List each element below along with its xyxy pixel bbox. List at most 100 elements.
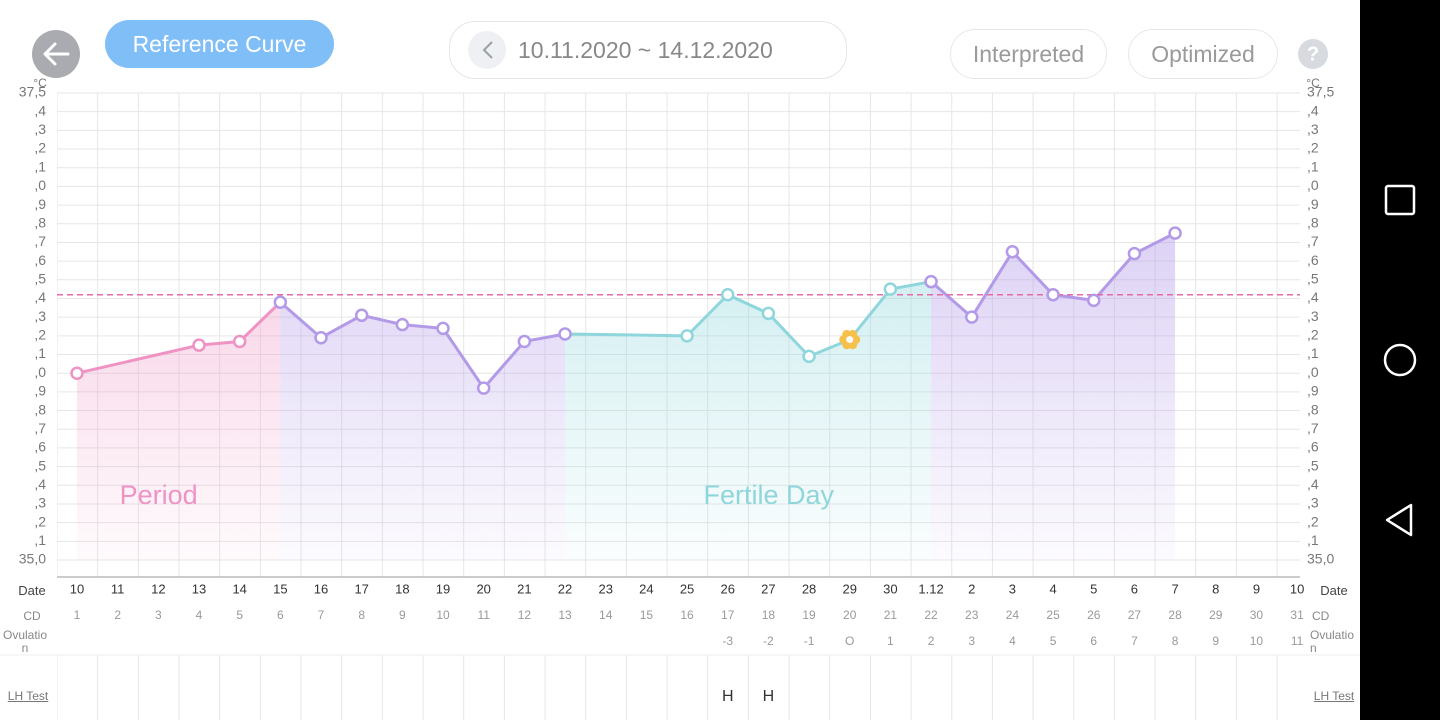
- area-segment: [280, 302, 322, 560]
- cd-label: 16: [680, 608, 694, 622]
- date-label: 22: [558, 581, 572, 596]
- ovulation-day-label: 10: [1250, 634, 1264, 648]
- lh-test-result: H: [763, 688, 775, 705]
- y-tick-label-right: ,8: [1307, 214, 1319, 230]
- area-segment: [361, 315, 403, 560]
- range-icon: [482, 41, 493, 59]
- home-button[interactable]: [1383, 343, 1417, 377]
- point: [192, 338, 206, 352]
- point: [680, 329, 694, 343]
- back-nav-button[interactable]: [1385, 503, 1413, 537]
- cd-label: 15: [640, 608, 654, 622]
- area-segment: [849, 289, 891, 560]
- date-range-selector[interactable]: 10.11.2020 ~ 14.12.2020: [449, 21, 847, 79]
- ovulation-day-label: 11: [1291, 634, 1304, 648]
- ovulation-marker: [839, 329, 861, 350]
- lh-test-link[interactable]: LH Test: [1313, 689, 1355, 703]
- ovulation-day-label: O: [845, 634, 854, 648]
- date-row-label: Date: [18, 583, 46, 598]
- date-label: 10: [70, 581, 84, 596]
- lh-test-result: H: [722, 688, 734, 705]
- y-tick-label: ,2: [34, 327, 46, 343]
- point: [720, 287, 735, 302]
- ovulation-day-label: -2: [763, 634, 774, 648]
- recent-apps-button[interactable]: [1384, 184, 1416, 216]
- y-tick-label-right: ,3: [1307, 308, 1319, 324]
- y-tick-label-right: ,9: [1307, 383, 1319, 399]
- point: [232, 334, 247, 349]
- ovulation-day-label: -3: [722, 634, 733, 648]
- y-tick-label: ,4: [34, 102, 46, 118]
- cd-label: 1: [74, 608, 81, 622]
- line-segment: [441, 326, 486, 390]
- ovulation-day-label: 3: [968, 634, 975, 648]
- y-tick-label-right: ,0: [1307, 364, 1319, 380]
- lh-test-link[interactable]: LH Test: [7, 689, 49, 703]
- y-tick-label-right: ,1: [1307, 345, 1319, 361]
- y-tick-label: ,3: [34, 308, 46, 324]
- y-tick-label: ,3: [34, 495, 46, 511]
- date-label: 26: [720, 581, 734, 596]
- area-segment: [809, 339, 850, 560]
- ovulation-row-label: Ovulation: [1310, 628, 1355, 655]
- y-tick-label-right: ,2: [1307, 140, 1319, 156]
- y-unit: °C: [33, 76, 47, 90]
- ovulation-day-label: 7: [1131, 634, 1138, 648]
- lines: [75, 231, 1177, 390]
- line-segment: [522, 332, 567, 343]
- cd-label: 24: [1006, 608, 1020, 622]
- y-tick-label-right: ,5: [1307, 271, 1319, 287]
- point: [761, 306, 776, 321]
- area-segment: [768, 313, 810, 560]
- point: [70, 366, 84, 380]
- cd-label: 6: [277, 608, 284, 622]
- line-segment: [1051, 293, 1096, 302]
- y-tick-label: ,0: [34, 364, 46, 380]
- date-label: 20: [476, 581, 490, 596]
- line-segment: [278, 300, 323, 340]
- interpreted-button[interactable]: Interpreted: [950, 29, 1107, 79]
- y-tick-label: ,4: [34, 476, 46, 492]
- point: [273, 295, 288, 309]
- cd-label: 8: [358, 608, 365, 622]
- y-tick-label-right: ,4: [1307, 102, 1319, 118]
- date-label: 25: [680, 581, 694, 596]
- ovulation-day-label: 4: [1009, 634, 1016, 648]
- optimized-button[interactable]: Optimized: [1128, 29, 1278, 79]
- point: [1005, 245, 1020, 259]
- y-tick-label-right: ,8: [1307, 401, 1319, 417]
- point: [476, 381, 491, 395]
- line-segment: [970, 250, 1014, 319]
- date-label: 24: [639, 581, 653, 596]
- cd-label: 30: [1250, 608, 1264, 622]
- y-tick-label: ,7: [34, 233, 46, 249]
- line-segment: [1132, 231, 1177, 256]
- date-label: 16: [314, 581, 328, 596]
- cd-row-label: CD: [1312, 609, 1330, 623]
- ovulation-day-label: 6: [1090, 634, 1097, 648]
- y-tick-label: ,7: [34, 420, 46, 436]
- reference-curve-button[interactable]: Reference Curve: [105, 20, 334, 68]
- cd-label: 19: [802, 608, 816, 622]
- area-segment: [239, 302, 281, 560]
- help-bg[interactable]: [1298, 39, 1328, 69]
- date-label: 9: [1253, 581, 1260, 596]
- y-tick-label: ,3: [34, 121, 46, 137]
- point: [1087, 293, 1101, 308]
- y-tick-label: ,0: [34, 177, 46, 193]
- date-label: 29: [842, 581, 856, 596]
- point: [802, 349, 816, 364]
- help-icon[interactable]: ?: [1307, 43, 1319, 65]
- y-tick-label: ,1: [34, 345, 46, 361]
- areas: [77, 233, 1176, 560]
- line-segment: [766, 311, 811, 358]
- date-row-label: Date: [1320, 583, 1348, 598]
- point: [354, 308, 369, 323]
- line-segment: [319, 313, 364, 340]
- y-tick-label: 37,5: [19, 84, 46, 100]
- area-segment: [1093, 253, 1135, 560]
- y-tick-label: ,8: [34, 401, 46, 417]
- area-segment: [727, 294, 769, 560]
